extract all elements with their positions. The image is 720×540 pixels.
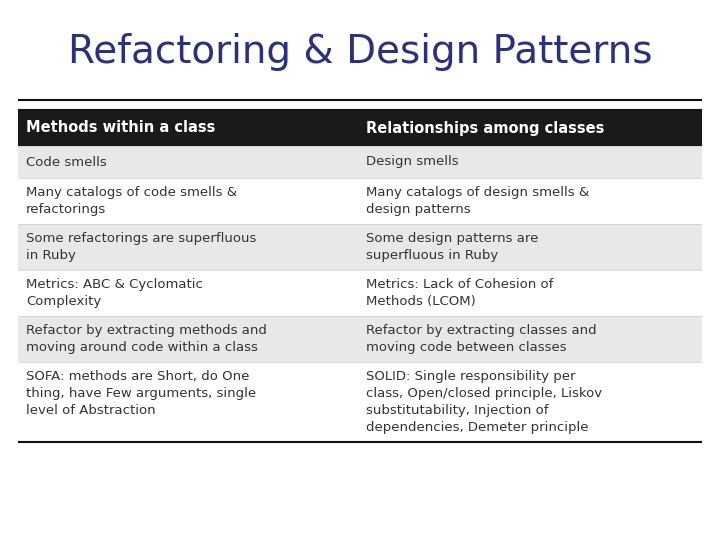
Bar <box>18 110 702 146</box>
Bar <box>18 362 702 442</box>
Bar <box>18 270 702 316</box>
Text: Refactor by extracting classes and
moving code between classes: Refactor by extracting classes and movin… <box>366 324 597 354</box>
Text: Methods within a class: Methods within a class <box>26 120 215 136</box>
Text: Metrics: ABC & Cyclomatic
Complexity: Metrics: ABC & Cyclomatic Complexity <box>26 278 203 308</box>
Text: SOFA: methods are Short, do One
thing, have Few arguments, single
level of Abstr: SOFA: methods are Short, do One thing, h… <box>26 370 256 417</box>
Text: Refactoring & Design Patterns: Refactoring & Design Patterns <box>68 33 652 71</box>
Text: Relationships among classes: Relationships among classes <box>366 120 604 136</box>
Text: Some refactorings are superfluous
in Ruby: Some refactorings are superfluous in Rub… <box>26 232 256 262</box>
Text: Some design patterns are
superfluous in Ruby: Some design patterns are superfluous in … <box>366 232 539 262</box>
Bar <box>18 316 702 362</box>
Text: Many catalogs of code smells &
refactorings: Many catalogs of code smells & refactori… <box>26 186 237 216</box>
Text: SOLID: Single responsibility per
class, Open/closed principle, Liskov
substituta: SOLID: Single responsibility per class, … <box>366 370 602 434</box>
Bar <box>18 146 702 178</box>
Text: Design smells: Design smells <box>366 156 459 168</box>
Text: Refactor by extracting methods and
moving around code within a class: Refactor by extracting methods and movin… <box>26 324 267 354</box>
Text: Code smells: Code smells <box>26 156 107 168</box>
Text: Many catalogs of design smells &
design patterns: Many catalogs of design smells & design … <box>366 186 589 216</box>
Bar <box>18 178 702 224</box>
Text: Metrics: Lack of Cohesion of
Methods (LCOM): Metrics: Lack of Cohesion of Methods (LC… <box>366 278 554 308</box>
Bar <box>18 224 702 270</box>
